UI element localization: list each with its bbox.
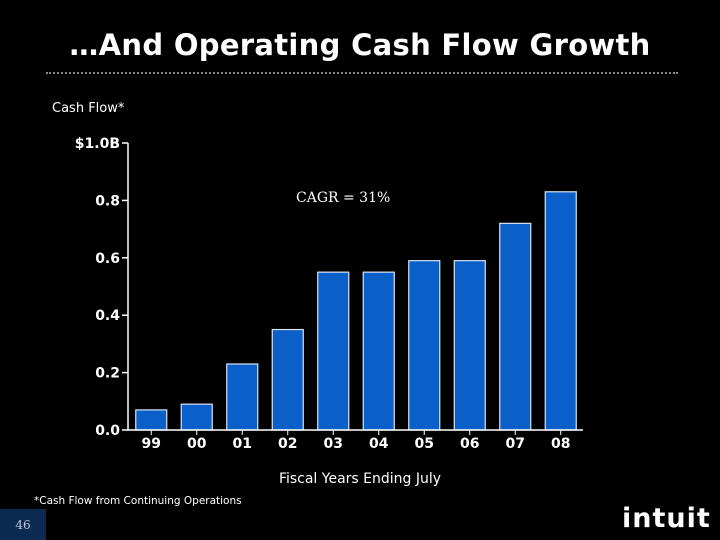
x-tick-label: 99	[142, 436, 161, 452]
x-tick-label: 04	[369, 436, 389, 452]
bar-07	[499, 222, 532, 431]
cagr-annotation: CAGR = 31%	[296, 190, 391, 206]
bar-06	[453, 260, 486, 431]
bar-05	[408, 260, 441, 431]
bar-00	[180, 403, 213, 431]
x-tick-label: 00	[187, 436, 207, 452]
title-divider	[46, 72, 678, 74]
bar-03	[317, 271, 350, 431]
y-tick-label: 0.2	[95, 366, 120, 382]
bar-02	[271, 328, 304, 431]
bar-08	[544, 191, 577, 431]
y-axis-label: Cash Flow*	[52, 101, 125, 116]
bar-99	[135, 409, 168, 431]
y-tick-label: $1.0B	[75, 136, 120, 152]
footnote: *Cash Flow from Continuing Operations	[34, 495, 242, 507]
x-tick-label: 02	[278, 436, 297, 452]
y-tick-label: 0.0	[95, 423, 120, 439]
bar-04	[362, 271, 395, 431]
y-tick-label: 0.4	[95, 308, 120, 324]
x-tick-label: 01	[233, 436, 252, 452]
x-axis-label: Fiscal Years Ending July	[278, 471, 442, 487]
x-tick-label: 06	[460, 436, 479, 452]
x-tick-label: 07	[506, 436, 525, 452]
y-tick-label: 0.6	[95, 251, 120, 267]
x-tick-label: 08	[551, 436, 570, 452]
intuit-logo: intuit	[622, 503, 711, 534]
bar-01	[226, 363, 259, 431]
x-tick-label: 03	[324, 436, 343, 452]
x-tick-label: 05	[415, 436, 434, 452]
slide-title: …And Operating Cash Flow Growth	[69, 28, 651, 62]
y-tick-label: 0.8	[95, 193, 120, 209]
page-number: 46	[0, 509, 46, 540]
